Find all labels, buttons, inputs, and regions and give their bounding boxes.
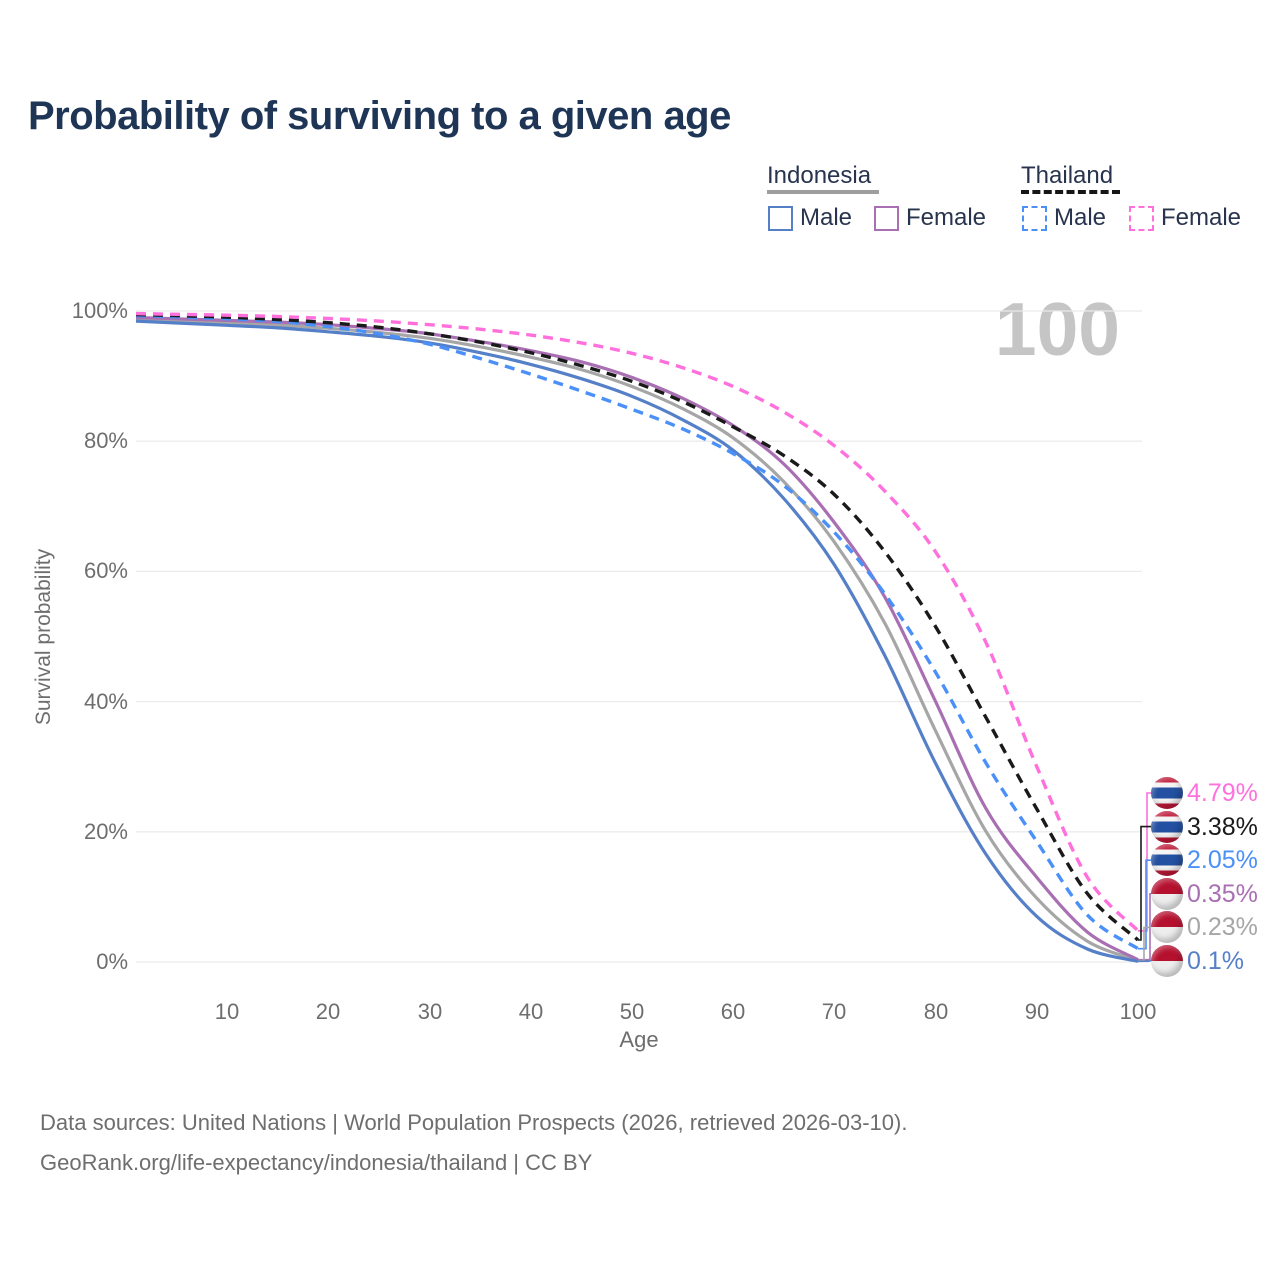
end-label-indonesia_both: 0.23% bbox=[1187, 913, 1258, 942]
x-axis-title: Age bbox=[619, 1027, 659, 1052]
x-tick-label: 90 bbox=[1024, 999, 1050, 1024]
series-line-thailand_male bbox=[135, 313, 1139, 951]
legend-item-label[interactable]: Male bbox=[1054, 204, 1107, 231]
end-label-thailand_both: 3.38% bbox=[1187, 812, 1258, 841]
legend-underline-indonesia bbox=[767, 190, 879, 194]
leader-line-indonesia_both bbox=[1138, 926, 1151, 962]
x-tick-label: 60 bbox=[720, 999, 746, 1024]
flag-icon-indonesia bbox=[1151, 945, 1183, 977]
x-tick-label: 50 bbox=[619, 999, 645, 1024]
flag-icon-indonesia bbox=[1151, 877, 1183, 910]
legend-item-label[interactable]: Female bbox=[906, 204, 987, 231]
checkbox-indonesia-male-icon[interactable] bbox=[768, 205, 793, 231]
y-tick-label: 20% bbox=[83, 818, 128, 844]
legend-item-thailand-female[interactable]: Female bbox=[1129, 204, 1241, 232]
x-tick-label: 80 bbox=[923, 999, 949, 1024]
x-tick-label: 30 bbox=[417, 999, 443, 1024]
leader-line-thailand_female bbox=[1138, 792, 1151, 932]
y-tick-label: 0% bbox=[96, 949, 128, 974]
x-tick-label: 100 bbox=[1119, 999, 1157, 1024]
legend-item-thailand-male[interactable]: Male bbox=[1022, 204, 1106, 232]
legend-country-indonesia: Indonesia bbox=[767, 162, 872, 189]
checkbox-thailand-male-icon[interactable] bbox=[1022, 205, 1047, 231]
legend-item-indonesia-female[interactable]: Female bbox=[874, 204, 986, 232]
flag-icon-thailand bbox=[1151, 777, 1183, 809]
end-label-thailand_male: 2.05% bbox=[1187, 846, 1258, 875]
x-tick-label: 10 bbox=[214, 999, 240, 1024]
legend-item-label[interactable]: Male bbox=[800, 204, 853, 231]
checkbox-thailand-female-icon[interactable] bbox=[1129, 205, 1154, 231]
legend-underline-thailand bbox=[1021, 190, 1120, 194]
footer-link-line: GeoRank.org/life-expectancy/indonesia/th… bbox=[40, 1150, 593, 1175]
y-tick-label: 100% bbox=[71, 298, 128, 323]
flag-icon-thailand bbox=[1151, 844, 1183, 877]
age-watermark: 100 bbox=[994, 287, 1120, 371]
series-line-indonesia_both bbox=[135, 317, 1139, 963]
page-title: Probability of surviving to a given age bbox=[28, 94, 731, 138]
checkbox-indonesia-female-icon[interactable] bbox=[874, 205, 899, 231]
y-tick-label: 80% bbox=[83, 428, 128, 454]
flag-icon-indonesia bbox=[1151, 911, 1183, 944]
series-line-thailand_both bbox=[135, 312, 1140, 942]
y-tick-label: 60% bbox=[83, 558, 128, 584]
series-line-indonesia_female bbox=[135, 315, 1139, 962]
legend-item-indonesia-male[interactable]: Male bbox=[768, 204, 852, 232]
leader-line-thailand_male bbox=[1138, 859, 1151, 950]
series-line-indonesia_male bbox=[135, 319, 1139, 963]
legend-item-label[interactable]: Female bbox=[1161, 204, 1242, 231]
legend-country-thailand: Thailand bbox=[1021, 162, 1114, 189]
y-axis-title: Survival probability bbox=[32, 548, 55, 726]
leader-line-thailand_both bbox=[1138, 825, 1151, 941]
x-tick-label: 20 bbox=[315, 999, 341, 1024]
x-tick-label: 40 bbox=[518, 999, 544, 1024]
end-label-indonesia_male: 0.1% bbox=[1187, 947, 1244, 975]
leader-line-indonesia_female bbox=[1138, 893, 1151, 961]
end-label-thailand_female: 4.79% bbox=[1187, 779, 1258, 807]
x-tick-label: 70 bbox=[821, 999, 847, 1024]
footer-source-line: Data sources: United Nations | World Pop… bbox=[40, 1110, 908, 1135]
end-label-indonesia_female: 0.35% bbox=[1187, 879, 1258, 908]
series-line-thailand_female bbox=[135, 311, 1140, 932]
y-tick-label: 40% bbox=[83, 688, 128, 714]
flag-icon-thailand bbox=[1151, 810, 1183, 843]
